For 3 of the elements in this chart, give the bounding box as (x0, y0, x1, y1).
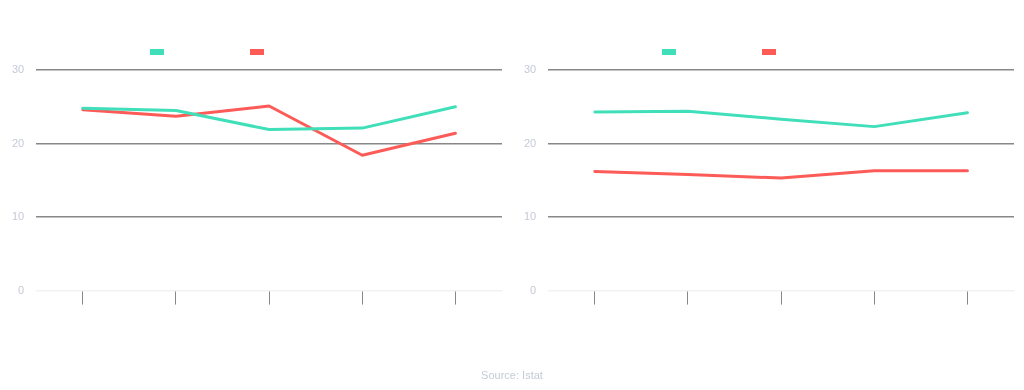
y-tick-label: 30 (11, 63, 25, 76)
source-note: Source: Istat (480, 369, 544, 381)
y-tick-label: 30 (523, 63, 537, 76)
